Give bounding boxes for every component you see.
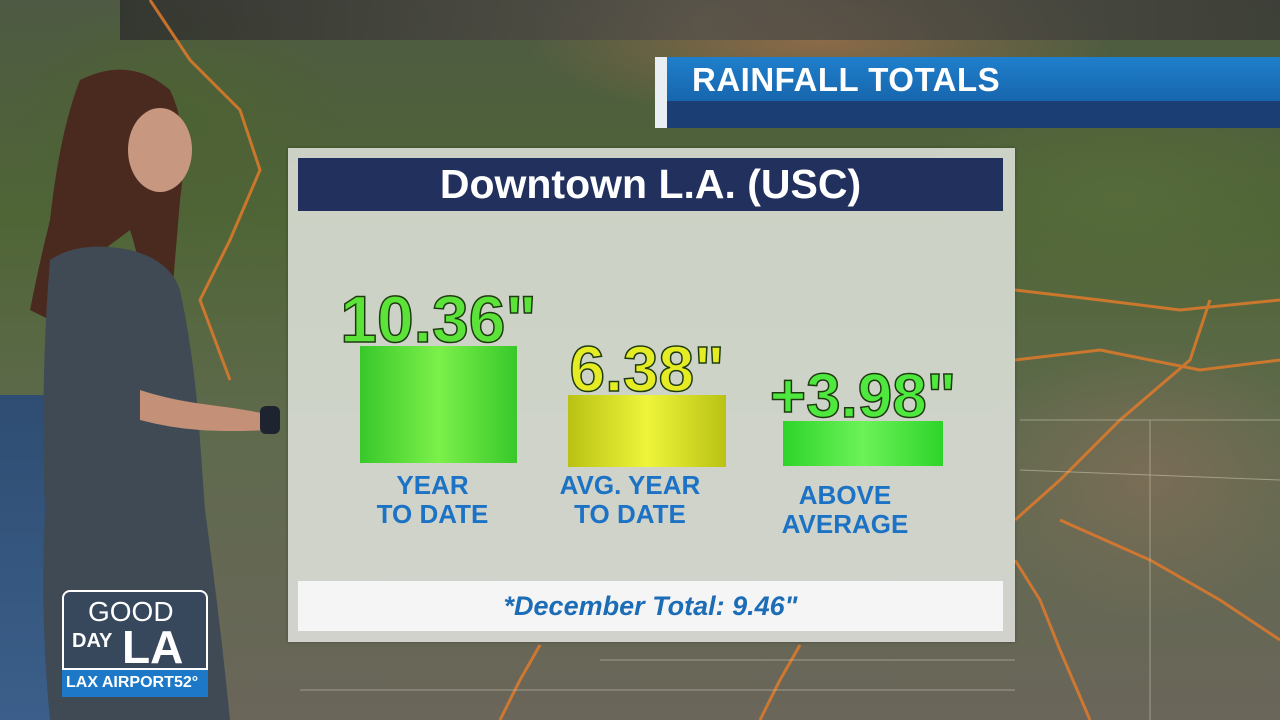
title-banner-bottom	[667, 101, 1280, 128]
weather-temperature: 52°	[174, 674, 199, 691]
december-total-note: *December Total: 9.46"	[503, 591, 798, 621]
category-label-line: ABOVE	[798, 480, 892, 510]
title-banner-top: RAINFALL TOTALS	[667, 57, 1280, 101]
bar-group	[360, 346, 943, 467]
road	[1014, 348, 1280, 372]
map-top-band	[120, 0, 1280, 40]
category-label-line: YEAR	[396, 470, 469, 500]
presenter-arm	[140, 390, 270, 431]
logo-box: GOOD DAY LA	[62, 590, 208, 673]
bar-1	[360, 346, 517, 463]
road	[1059, 518, 1280, 642]
category-label-avg-year-to-date: AVG. YEAR TO DATE	[540, 471, 720, 529]
title-banner-accent	[655, 57, 667, 128]
panel-heading: Downtown L.A. (USC)	[439, 161, 862, 207]
weather-location: LAX AIRPORT	[66, 674, 174, 691]
presenter-face	[128, 108, 192, 192]
value-label-2: 6.38"	[570, 333, 725, 405]
category-label-line: AVERAGE	[781, 509, 909, 539]
value-label-1: 10.36"	[340, 282, 536, 356]
road	[498, 644, 542, 720]
presenter	[30, 69, 280, 720]
category-label-above-average: ABOVE AVERAGE	[755, 481, 935, 539]
road	[148, 0, 262, 381]
road	[758, 644, 802, 720]
value-label-3: +3.98"	[770, 362, 956, 431]
logo-day: DAY	[72, 630, 113, 652]
good-day-la-logo: GOOD DAY LA LAX AIRPORT 52°	[62, 590, 208, 697]
category-label-line: TO DATE	[574, 499, 686, 529]
title-banner: RAINFALL TOTALS	[655, 57, 1280, 128]
panel-header: Downtown L.A. (USC)	[298, 158, 1003, 211]
logo-good: GOOD	[88, 596, 174, 627]
logo-la: LA	[122, 621, 184, 673]
category-label-line: TO DATE	[376, 499, 489, 529]
bar-3	[783, 421, 943, 466]
panel-footer: *December Total: 9.46"	[298, 581, 1003, 631]
value-label-group: 10.36" 6.38" +3.98"	[340, 281, 957, 432]
bar-2	[568, 395, 726, 467]
presenter-clicker	[260, 406, 280, 434]
road	[1014, 288, 1280, 312]
weather-strip: LAX AIRPORT 52°	[62, 670, 208, 697]
banner-title: RAINFALL TOTALS	[692, 61, 1001, 98]
road	[1013, 559, 1092, 720]
category-label-line: AVG. YEAR	[559, 470, 701, 500]
presenter-dress	[43, 246, 231, 720]
category-label-year-to-date: YEAR TO DATE	[340, 471, 525, 529]
